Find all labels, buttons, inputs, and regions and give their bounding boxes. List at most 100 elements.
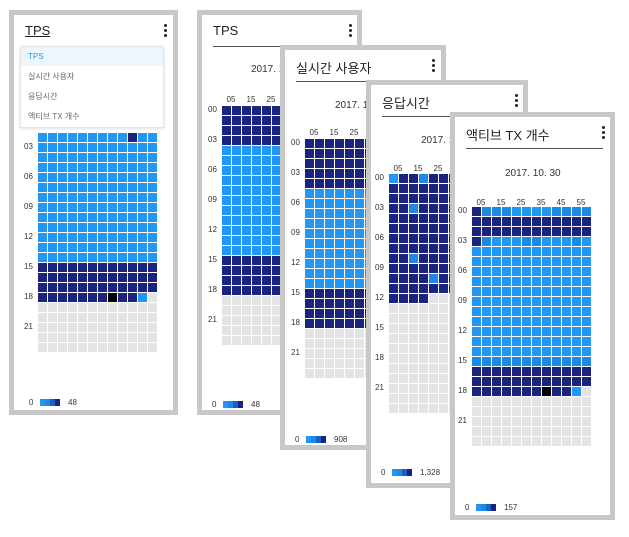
- heatmap-cell[interactable]: [68, 203, 77, 212]
- heatmap-cell[interactable]: [232, 226, 241, 235]
- heatmap-cell[interactable]: [335, 159, 344, 168]
- heatmap-cell[interactable]: [272, 156, 281, 165]
- heatmap-cell[interactable]: [502, 377, 511, 386]
- heatmap-cell[interactable]: [38, 143, 47, 152]
- heatmap-cell[interactable]: [572, 347, 581, 356]
- heatmap-cell[interactable]: [355, 219, 364, 228]
- heatmap-cell[interactable]: [502, 237, 511, 246]
- heatmap-cell[interactable]: [502, 347, 511, 356]
- heatmap-cell[interactable]: [232, 186, 241, 195]
- heatmap-cell[interactable]: [262, 196, 271, 205]
- heatmap-cell[interactable]: [108, 243, 117, 252]
- heatmap-cell[interactable]: [429, 274, 438, 283]
- heatmap-cell[interactable]: [242, 206, 251, 215]
- heatmap-cell[interactable]: [345, 269, 354, 278]
- heatmap-cell[interactable]: [222, 296, 231, 305]
- dropdown-item-active-tx[interactable]: 액티브 TX 개수: [28, 112, 80, 121]
- heatmap-cell[interactable]: [532, 437, 541, 446]
- heatmap-cell[interactable]: [572, 387, 581, 396]
- heatmap-cell[interactable]: [399, 214, 408, 223]
- heatmap-cell[interactable]: [232, 116, 241, 125]
- heatmap-cell[interactable]: [272, 326, 281, 335]
- heatmap-cell[interactable]: [315, 329, 324, 338]
- heatmap-cell[interactable]: [532, 397, 541, 406]
- heatmap-cell[interactable]: [389, 334, 398, 343]
- heatmap-cell[interactable]: [492, 267, 501, 276]
- heatmap-cell[interactable]: [222, 186, 231, 195]
- heatmap-cell[interactable]: [325, 269, 334, 278]
- heatmap-cell[interactable]: [429, 404, 438, 413]
- heatmap-cell[interactable]: [58, 303, 67, 312]
- heatmap-cell[interactable]: [68, 233, 77, 242]
- heatmap-cell[interactable]: [315, 199, 324, 208]
- heatmap-cell[interactable]: [335, 289, 344, 298]
- heatmap-cell[interactable]: [335, 189, 344, 198]
- heatmap-cell[interactable]: [242, 116, 251, 125]
- heatmap-cell[interactable]: [305, 229, 314, 238]
- heatmap-cell[interactable]: [78, 213, 87, 222]
- heatmap-cell[interactable]: [242, 266, 251, 275]
- heatmap-cell[interactable]: [355, 279, 364, 288]
- heatmap-cell[interactable]: [335, 369, 344, 378]
- heatmap-cell[interactable]: [572, 327, 581, 336]
- heatmap-cell[interactable]: [48, 153, 57, 162]
- heatmap-cell[interactable]: [472, 397, 481, 406]
- heatmap-cell[interactable]: [389, 324, 398, 333]
- heatmap-cell[interactable]: [472, 387, 481, 396]
- heatmap-cell[interactable]: [429, 204, 438, 213]
- heatmap-cell[interactable]: [472, 307, 481, 316]
- heatmap-cell[interactable]: [572, 227, 581, 236]
- heatmap-cell[interactable]: [118, 243, 127, 252]
- heatmap-cell[interactable]: [419, 404, 428, 413]
- heatmap-cell[interactable]: [305, 179, 314, 188]
- heatmap-cell[interactable]: [38, 343, 47, 352]
- heatmap-cell[interactable]: [409, 234, 418, 243]
- heatmap-cell[interactable]: [335, 279, 344, 288]
- heatmap-cell[interactable]: [492, 327, 501, 336]
- heatmap-cell[interactable]: [409, 404, 418, 413]
- heatmap-cell[interactable]: [355, 289, 364, 298]
- heatmap-cell[interactable]: [272, 116, 281, 125]
- heatmap-cell[interactable]: [582, 217, 591, 226]
- heatmap-cell[interactable]: [68, 193, 77, 202]
- heatmap-cell[interactable]: [399, 224, 408, 233]
- heatmap-cell[interactable]: [572, 397, 581, 406]
- heatmap-cell[interactable]: [522, 207, 531, 216]
- heatmap-cell[interactable]: [88, 183, 97, 192]
- heatmap-cell[interactable]: [572, 207, 581, 216]
- heatmap-cell[interactable]: [148, 183, 157, 192]
- heatmap-cell[interactable]: [552, 417, 561, 426]
- heatmap-cell[interactable]: [98, 333, 107, 342]
- heatmap-cell[interactable]: [242, 236, 251, 245]
- heatmap-cell[interactable]: [68, 273, 77, 282]
- heatmap-cell[interactable]: [118, 333, 127, 342]
- heatmap-cell[interactable]: [58, 253, 67, 262]
- heatmap-cell[interactable]: [48, 213, 57, 222]
- heatmap-cell[interactable]: [138, 273, 147, 282]
- heatmap-cell[interactable]: [242, 316, 251, 325]
- heatmap-cell[interactable]: [522, 227, 531, 236]
- heatmap-cell[interactable]: [355, 309, 364, 318]
- heatmap-cell[interactable]: [389, 344, 398, 353]
- heatmap-cell[interactable]: [345, 219, 354, 228]
- heatmap-cell[interactable]: [419, 174, 428, 183]
- heatmap-cell[interactable]: [439, 404, 448, 413]
- heatmap-cell[interactable]: [262, 336, 271, 345]
- heatmap-cell[interactable]: [582, 427, 591, 436]
- heatmap-cell[interactable]: [108, 153, 117, 162]
- heatmap-cell[interactable]: [252, 116, 261, 125]
- heatmap-cell[interactable]: [222, 336, 231, 345]
- heatmap-cell[interactable]: [58, 203, 67, 212]
- heatmap-cell[interactable]: [48, 203, 57, 212]
- heatmap-cell[interactable]: [532, 347, 541, 356]
- heatmap-cell[interactable]: [345, 359, 354, 368]
- heatmap-cell[interactable]: [325, 209, 334, 218]
- heatmap-cell[interactable]: [355, 259, 364, 268]
- heatmap-cell[interactable]: [68, 163, 77, 172]
- heatmap-cell[interactable]: [532, 427, 541, 436]
- heatmap-cell[interactable]: [345, 239, 354, 248]
- heatmap-cell[interactable]: [512, 397, 521, 406]
- heatmap-cell[interactable]: [482, 217, 491, 226]
- heatmap-cell[interactable]: [502, 217, 511, 226]
- heatmap-cell[interactable]: [272, 316, 281, 325]
